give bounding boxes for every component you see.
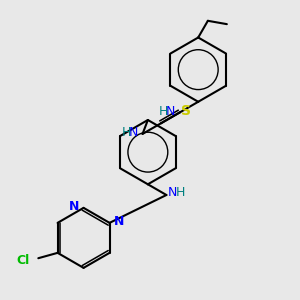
Text: N: N — [129, 126, 138, 140]
Text: Cl: Cl — [16, 254, 30, 267]
Text: N: N — [167, 186, 177, 200]
Text: H: H — [176, 186, 185, 200]
Text: H: H — [158, 105, 168, 118]
Text: N: N — [69, 200, 79, 213]
Text: N: N — [114, 215, 124, 228]
Text: S: S — [181, 104, 191, 118]
Text: H: H — [122, 126, 131, 140]
Text: N: N — [166, 105, 175, 118]
